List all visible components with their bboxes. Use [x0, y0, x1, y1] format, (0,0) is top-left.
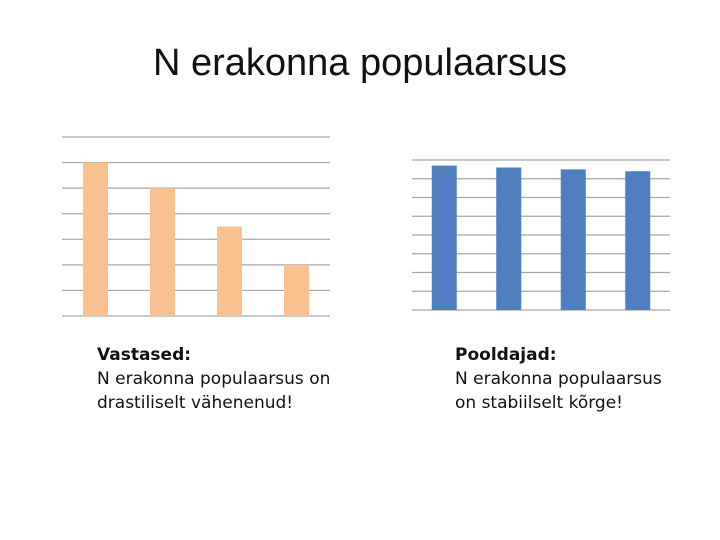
caption-heading: Pooldajad:: [455, 345, 557, 365]
bar: [83, 162, 108, 316]
caption-line: N erakonna populaarsus: [455, 369, 662, 389]
caption-heading: Vastased:: [97, 345, 192, 365]
bar: [560, 169, 586, 310]
caption-line: N erakonna populaarsus on: [97, 369, 331, 389]
bar: [150, 188, 175, 316]
bar: [284, 264, 309, 316]
caption: Pooldajad: N erakonna populaarsus on sta…: [455, 343, 662, 415]
slide-title: N erakonna populaarsus: [152, 42, 568, 84]
bar: [625, 171, 651, 310]
bar: [217, 226, 242, 316]
bar: [496, 167, 522, 310]
caption-line: drastiliselt vähenenud!: [97, 393, 294, 413]
caption: Vastased: N erakonna populaarsus on dras…: [97, 343, 330, 415]
caption-line: on stabiilselt kõrge!: [455, 393, 623, 413]
bar: [431, 165, 457, 310]
